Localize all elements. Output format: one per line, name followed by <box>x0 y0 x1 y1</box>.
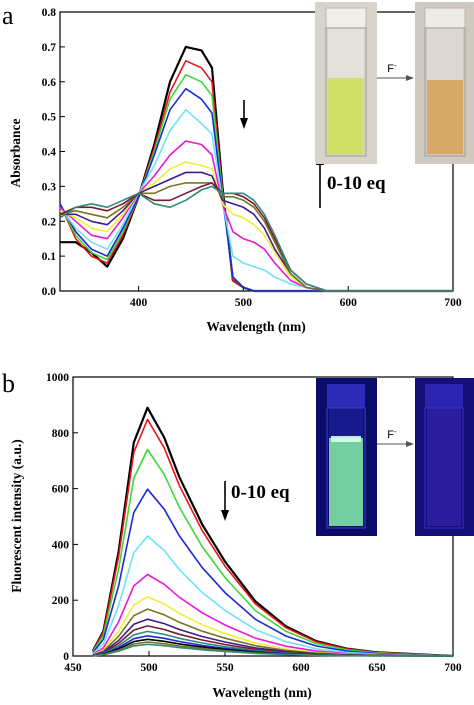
fluoride-addition-arrow <box>377 75 414 81</box>
absorbance-y-tick-label: 0.5 <box>42 112 57 124</box>
fluorescence-x-ticks: 450 500 550 600 650 700 <box>64 651 462 674</box>
fluorescence-equivalents-label: 0-10 eq <box>231 482 290 503</box>
fluorescence-y-axis-title: Fluorescent intensity (a.u.) <box>9 439 24 593</box>
absorbance-series-line <box>59 182 453 292</box>
uv-fluoride-ion-charge: - <box>394 427 397 436</box>
absorbance-plot: 0.0 0.1 0.2 0.3 0.4 0.5 0.6 0.7 0.8 400 500 600 700 <box>42 7 462 309</box>
fluorescence-y-ticks: 0 200 400 600 800 1000 <box>46 372 78 663</box>
fluorescence-y-tick-label: 200 <box>52 595 70 607</box>
absorbance-y-tick-label: 0.0 <box>42 286 57 298</box>
fluorescence-series-line <box>92 535 454 657</box>
absorbance-x-tick-label: 400 <box>130 297 148 309</box>
vial-solution-before <box>328 78 364 154</box>
decrease-arrow <box>240 100 248 129</box>
fluoride-ion-symbol: F <box>387 63 394 75</box>
uv-vial-photo-after <box>415 378 474 536</box>
fluorescence-y-tick-label: 800 <box>52 428 70 440</box>
absorbance-series-line <box>59 74 453 292</box>
fluorescence-series-line <box>92 488 454 657</box>
fluorescence-x-tick-label: 450 <box>64 662 82 674</box>
absorbance-series <box>59 45 453 293</box>
fluorescence-plot: 0 200 400 600 800 1000 450 500 550 600 650 700 <box>46 372 462 674</box>
absorbance-series-line <box>59 185 453 292</box>
fluorescence-decrease-arrow <box>221 481 229 521</box>
uv-fluoride-addition-arrow <box>377 441 414 447</box>
vial-photo-before <box>315 2 377 164</box>
absorbance-series-line <box>59 182 453 292</box>
absorbance-x-tick-label: 500 <box>235 297 253 309</box>
fluorescence-y-tick-label: 600 <box>52 484 70 496</box>
vial-solution-after <box>427 80 463 154</box>
fluorescence-series <box>91 406 454 658</box>
fluorescence-axes-frame <box>72 376 454 657</box>
absorbance-y-tick-label: 0.4 <box>42 147 57 159</box>
fluorescence-x-axis-title: Wavelength (nm) <box>212 685 311 700</box>
absorbance-y-tick-label: 0.3 <box>42 181 57 193</box>
fluorescence-y-tick-label: 1000 <box>46 372 69 384</box>
absorbance-y-tick-label: 0.2 <box>42 216 57 228</box>
fluorescence-series-line <box>92 643 454 657</box>
absorbance-series-line <box>59 87 453 292</box>
fluorescence-y-tick-label: 0 <box>63 651 69 663</box>
fluorescence-x-tick-label: 650 <box>368 662 386 674</box>
absorbance-series-line <box>59 59 453 292</box>
uv-vial-photo-before <box>316 378 377 536</box>
absorbance-x-axis-title: Wavelength (nm) <box>206 319 305 334</box>
fluorescence-series-line <box>92 418 454 657</box>
panel-a: a 0.0 0.1 0.2 0.3 0.4 0.5 0.6 0.7 0.8 400 500 600 7… <box>2 1 474 334</box>
fluorescence-x-tick-label: 550 <box>216 662 234 674</box>
panel-a-label: a <box>2 1 14 30</box>
absorbance-series-line <box>59 140 453 292</box>
fluorescence-y-tick-label: 400 <box>52 539 70 551</box>
absorbance-y-axis-title: Absorbance <box>8 118 23 187</box>
uv-vial-solution-after <box>427 408 461 526</box>
panel-b: b 0 200 400 600 800 1000 450 500 550 600 650 700 F… <box>2 369 474 700</box>
absorbance-x-ticks: 400 500 600 700 <box>130 286 462 309</box>
uv-vial-solution-before <box>329 438 363 526</box>
absorbance-series-line <box>59 161 453 292</box>
fluoride-ion-label: F- <box>387 61 397 75</box>
uv-fluoride-ion-symbol: F <box>387 429 394 441</box>
absorbance-y-tick-label: 0.1 <box>42 251 57 263</box>
absorbance-y-ticks: 0.0 0.1 0.2 0.3 0.4 0.5 0.6 0.7 0.8 <box>42 7 65 298</box>
absorbance-x-tick-label: 600 <box>340 297 358 309</box>
absorbance-series-line <box>59 108 453 292</box>
absorbance-y-tick-label: 0.7 <box>42 42 57 54</box>
panel-b-label: b <box>2 369 15 398</box>
uv-fluoride-ion-label: F- <box>387 427 397 441</box>
absorbance-series-line <box>60 45 453 293</box>
fluorescence-x-tick-label: 600 <box>292 662 310 674</box>
fluorescence-series-line <box>92 448 454 657</box>
vial-photo-after <box>415 2 474 164</box>
absorbance-equivalents-label: 0-10 eq <box>327 173 386 194</box>
absorbance-y-tick-label: 0.6 <box>42 77 57 89</box>
fluoride-ion-charge: - <box>394 61 397 70</box>
absorbance-axes-frame <box>59 11 454 292</box>
fluorescence-x-tick-label: 500 <box>140 662 158 674</box>
fluorescence-x-tick-label: 700 <box>444 662 462 674</box>
absorbance-y-tick-label: 0.8 <box>42 7 57 19</box>
absorbance-x-tick-label: 700 <box>444 297 462 309</box>
fluorescence-series-line <box>92 573 454 657</box>
